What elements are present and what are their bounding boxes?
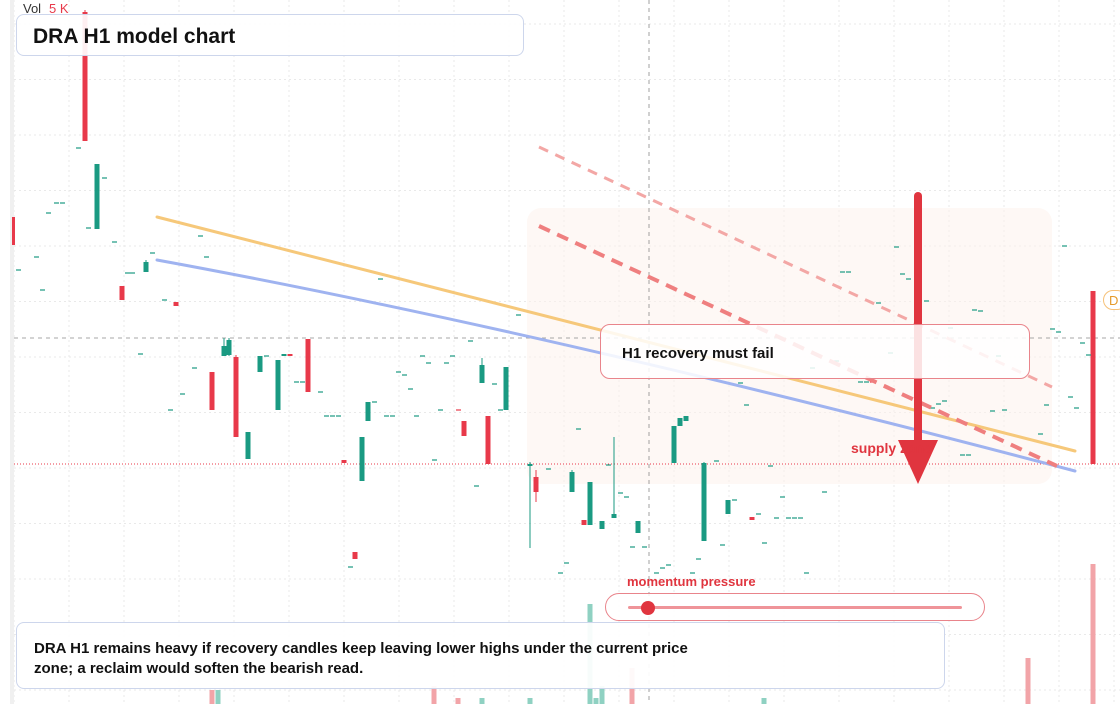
volume-bar: [599, 686, 605, 704]
candle-body: [359, 437, 365, 481]
candle-body: [275, 360, 281, 410]
volume-bar: [431, 686, 437, 704]
candle-body: [352, 552, 358, 559]
momentum-label: momentum pressure: [627, 574, 756, 589]
volume-bar: [479, 698, 485, 704]
candle-body: [173, 302, 179, 306]
candles: [82, 10, 1096, 559]
candle-body: [221, 346, 227, 356]
candle-body: [305, 339, 311, 392]
momentum-thumb[interactable]: [641, 601, 656, 615]
candle-body: [341, 460, 347, 463]
momentum-slider[interactable]: [605, 593, 985, 621]
price-tag: D: [1103, 290, 1120, 310]
volume-bar: [215, 690, 221, 704]
volume-value: 5 K: [49, 1, 69, 16]
candle-body: [581, 520, 587, 525]
candle-body: [82, 12, 88, 141]
candle-body: [226, 340, 232, 355]
candle-body: [533, 477, 539, 492]
supply-zone-label: supply zone: [851, 440, 932, 456]
candle-body: [233, 357, 239, 437]
candle-body: [677, 418, 683, 426]
candle-body: [479, 365, 485, 383]
volume-bar: [1090, 564, 1096, 704]
volume-bar: [527, 698, 533, 704]
left-border: [10, 0, 14, 704]
ma-slow-line: [155, 258, 1077, 473]
candle-body: [485, 416, 491, 464]
chart-title: DRA H1 model chart: [33, 25, 236, 48]
candle-body: [461, 421, 467, 436]
candle-body: [257, 356, 263, 372]
volume-bar: [593, 698, 599, 704]
volume-label: Vol: [23, 1, 42, 16]
candle-body: [635, 521, 641, 533]
candle-body: [245, 432, 251, 459]
volume-bar: [455, 698, 461, 704]
candle-body: [143, 262, 149, 272]
volume-bar: [1025, 658, 1031, 704]
candle-body: [701, 463, 707, 541]
left-marker: [12, 217, 15, 245]
candle-body: [287, 354, 293, 356]
candle-body: [527, 464, 533, 466]
candle-body: [281, 354, 287, 356]
volume-bar: [209, 690, 215, 704]
volume-bar: [761, 698, 767, 704]
candle-body: [503, 367, 509, 410]
chart-title-card: DRA H1 model chart: [16, 14, 524, 56]
bearish-arrow-head: [898, 440, 938, 484]
candle-body: [1090, 291, 1096, 464]
candle-body: [683, 416, 689, 421]
candle-body: [569, 472, 575, 492]
price-tag-text: D: [1109, 293, 1119, 308]
tick-dashes: [16, 147, 1091, 574]
candle-body: [94, 164, 100, 229]
candle-body: [119, 286, 125, 300]
candle-body: [365, 402, 371, 421]
candle-body: [725, 500, 731, 514]
analysis-note: DRA H1 remains heavy if recovery candles…: [16, 622, 945, 689]
candle-body: [209, 372, 215, 410]
candle-body: [671, 426, 677, 463]
recovery-callout: H1 recovery must fail: [600, 324, 1030, 379]
candle-body: [749, 517, 755, 520]
callout-text: H1 recovery must fail: [622, 345, 774, 362]
candle-body: [587, 482, 593, 525]
analysis-text: DRA H1 remains heavy if recovery candles…: [34, 640, 688, 677]
momentum-track: [628, 606, 962, 609]
candle-body: [611, 514, 617, 518]
candle-body: [599, 521, 605, 529]
